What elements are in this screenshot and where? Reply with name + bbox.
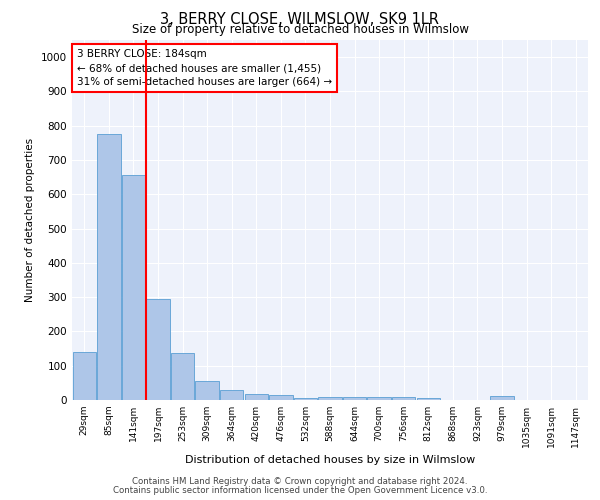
Bar bbox=[97, 134, 121, 400]
Bar bbox=[220, 390, 244, 400]
X-axis label: Distribution of detached houses by size in Wilmslow: Distribution of detached houses by size … bbox=[185, 456, 475, 466]
Bar bbox=[245, 394, 268, 400]
Bar bbox=[146, 299, 170, 400]
Bar bbox=[490, 396, 514, 400]
Bar bbox=[196, 381, 219, 400]
Bar bbox=[343, 398, 366, 400]
Bar bbox=[367, 396, 391, 400]
Bar bbox=[416, 398, 440, 400]
Bar bbox=[294, 398, 317, 400]
Text: Size of property relative to detached houses in Wilmslow: Size of property relative to detached ho… bbox=[131, 22, 469, 36]
Text: Contains public sector information licensed under the Open Government Licence v3: Contains public sector information licen… bbox=[113, 486, 487, 495]
Y-axis label: Number of detached properties: Number of detached properties bbox=[25, 138, 35, 302]
Bar bbox=[392, 398, 415, 400]
Bar bbox=[171, 352, 194, 400]
Bar bbox=[122, 176, 145, 400]
Text: 3, BERRY CLOSE, WILMSLOW, SK9 1LR: 3, BERRY CLOSE, WILMSLOW, SK9 1LR bbox=[161, 12, 439, 28]
Text: Contains HM Land Registry data © Crown copyright and database right 2024.: Contains HM Land Registry data © Crown c… bbox=[132, 477, 468, 486]
Bar bbox=[269, 395, 293, 400]
Bar bbox=[319, 396, 341, 400]
Text: 3 BERRY CLOSE: 184sqm
← 68% of detached houses are smaller (1,455)
31% of semi-d: 3 BERRY CLOSE: 184sqm ← 68% of detached … bbox=[77, 49, 332, 87]
Bar bbox=[73, 352, 96, 400]
